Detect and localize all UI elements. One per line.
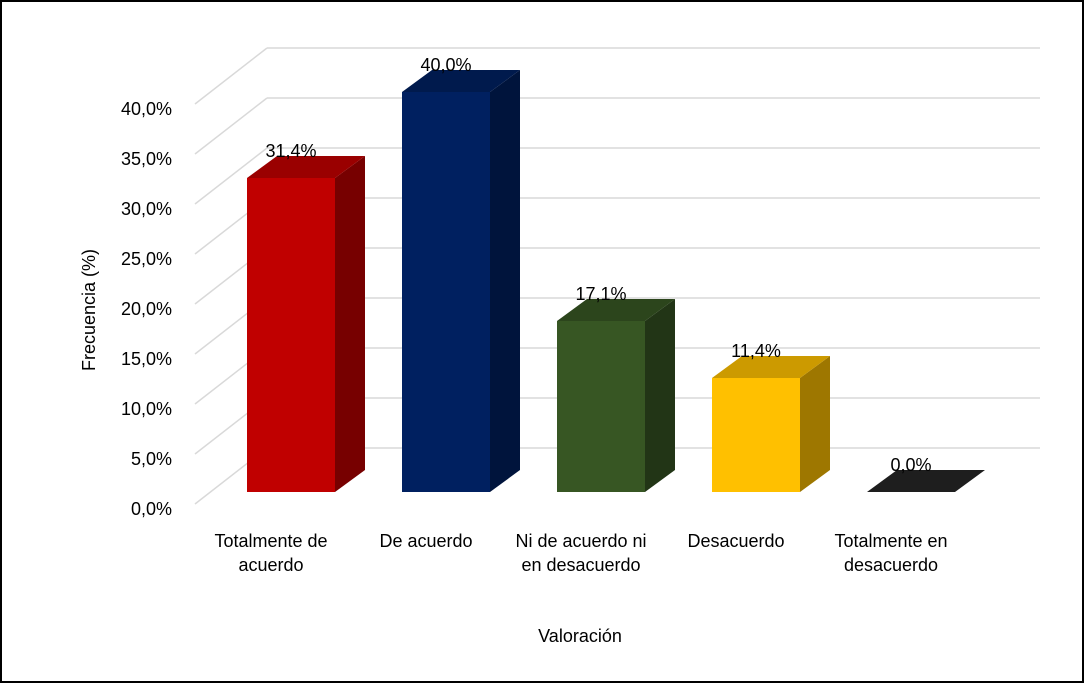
bar-top [557,299,675,321]
x-tick-label: De acuerdo [379,531,473,551]
bar-top [712,356,830,378]
y-axis-title: Frecuencia (%) [79,249,99,371]
value-label: 31,4% [265,141,316,161]
y-tick-label: 25,0% [121,249,172,269]
bar [712,378,800,492]
bar [402,92,490,492]
y-tick-label: 15,0% [121,349,172,369]
y-tick-label: 5,0% [131,449,172,469]
value-label: 0,0% [890,455,931,475]
y-tick-label: 20,0% [121,299,172,319]
y-tick-label: 30,0% [121,199,172,219]
grid-line-side [194,147,268,205]
y-tick-label: 40,0% [121,99,172,119]
bar-side [335,156,365,492]
y-tick-label: 0,0% [131,499,172,519]
bar-side [800,356,830,492]
value-label: 17,1% [575,284,626,304]
x-tick-label: Totalmente de acuerdo [214,531,328,575]
value-label: 40,0% [420,55,471,75]
bar [247,178,335,492]
bar-side [645,299,675,492]
bar [557,321,645,492]
bar-side [490,70,520,492]
grid-line-side [194,97,268,155]
grid-line-side [194,47,268,105]
x-tick-label: Ni de acuerdo ni en desacuerdo [515,531,647,575]
bar-top [402,70,520,92]
x-tick-label: Totalmente en desacuerdo [834,531,948,575]
bar-top [867,470,985,492]
x-axis-title: Valoración [538,626,622,646]
y-tick-label: 10,0% [121,399,172,419]
value-label: 11,4% [731,341,781,361]
bar-top [247,156,365,178]
y-tick-label: 35,0% [121,149,172,169]
x-tick-label: Desacuerdo [687,531,785,551]
